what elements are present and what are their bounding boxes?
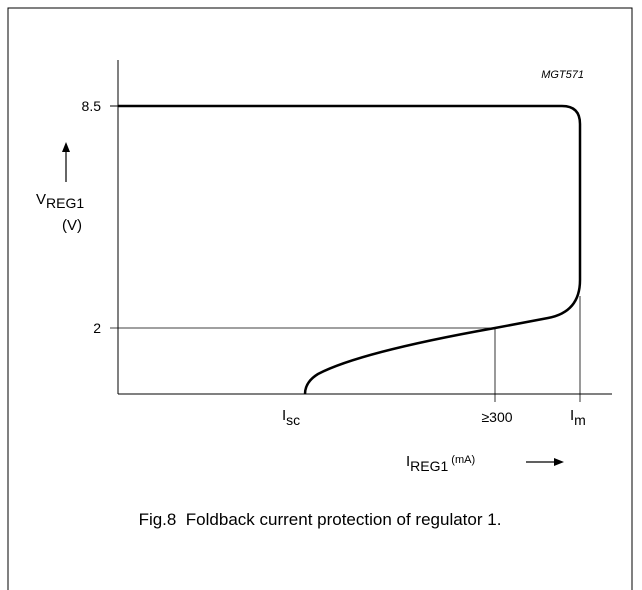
figure-id: MGT571 <box>541 69 584 81</box>
y-tick-label: 8.5 <box>82 98 102 114</box>
x-tick-label: Im <box>570 407 586 428</box>
x-tick-label: ≥300 <box>481 409 512 425</box>
y-axis-label: VREG1 <box>36 191 84 211</box>
x-arrowhead <box>554 458 564 466</box>
y-tick-label: 2 <box>93 320 101 336</box>
caption: Fig.8 Foldback current protection of reg… <box>139 510 502 529</box>
unit: (mA) <box>451 454 475 466</box>
x-axis-label: IREG1 (mA) <box>406 453 475 474</box>
label-sub: sc <box>286 412 300 428</box>
y-axis-unit: (V) <box>62 217 82 234</box>
y-arrowhead <box>62 142 70 152</box>
label: V <box>36 191 46 208</box>
x-tick-label: Isc <box>282 407 300 428</box>
label-sub: REG1 <box>410 458 448 474</box>
label-sub: m <box>574 412 586 428</box>
label: I <box>570 407 574 424</box>
frame <box>7 7 633 590</box>
foldback-curve <box>118 104 582 395</box>
label-sub: REG1 <box>46 195 84 211</box>
label: I <box>406 453 410 470</box>
label: I <box>282 407 286 424</box>
